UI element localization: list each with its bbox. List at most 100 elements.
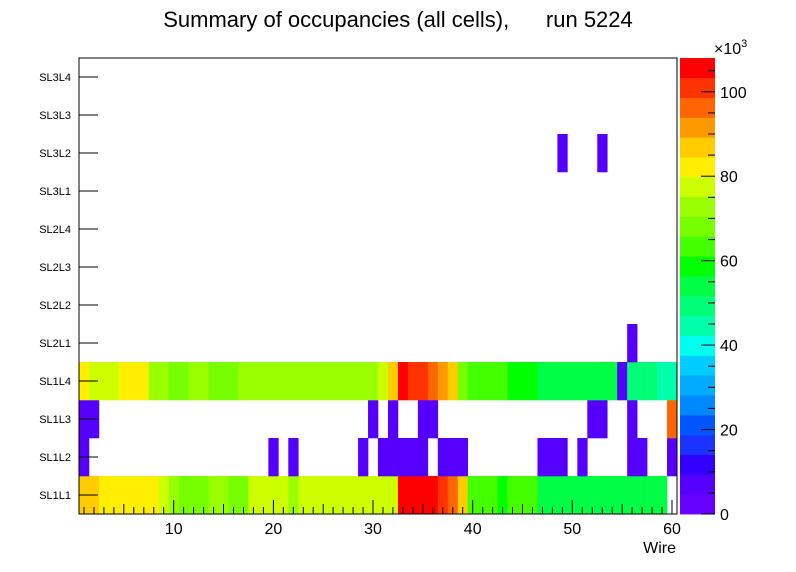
plot-frame [78,57,678,515]
heatmap-cell [417,362,429,401]
heatmap-cell [427,362,439,401]
heatmap-cell [557,476,568,515]
palette-swatch [680,315,715,336]
heatmap-cell [427,476,439,515]
heatmap-cell [308,476,319,515]
palette-swatch [680,77,715,99]
x-axis-label: Wire [643,540,676,557]
heatmap-cell [587,400,598,439]
z-multiplier: ×103 [714,38,747,58]
heatmap-cell [387,476,399,515]
palette-swatch [680,216,715,237]
heatmap-cell [407,476,419,515]
palette-swatch [680,176,715,198]
palette-swatch [680,355,715,376]
z-tick-label: 100 [720,85,747,102]
heatmap-cell [248,476,259,515]
heatmap-cell [587,476,598,515]
heatmap-cell [577,362,588,401]
layer-label: SL3L3 [39,110,71,122]
palette-swatch [680,276,715,297]
heatmap-cell [567,476,578,515]
palette-swatch [680,295,715,317]
x-tick-label: 10 [165,521,183,538]
z-tick-label: 40 [720,338,738,355]
heatmap-cell [607,476,618,515]
heatmap-cell [298,476,309,515]
heatmap-cell [378,362,389,401]
heatmap-cell [358,438,369,477]
heatmap-cell [397,362,409,401]
heatmap-cell [378,476,389,515]
layer-label: SL2L4 [39,224,71,236]
heatmap-cell [497,476,508,515]
heatmap-cell [627,362,638,401]
heatmap-cell [338,476,349,515]
heatmap-cell [447,476,459,515]
heatmap-cell [268,362,279,401]
heatmap-cell [667,438,678,477]
heatmap-cell [597,476,608,515]
heatmap-cell [487,362,498,401]
palette-swatch [680,335,715,356]
heatmap-cell [338,362,349,401]
heatmap-cell [507,362,518,401]
heatmap-cell [278,476,289,515]
heatmap-cells [79,134,678,515]
heatmap-cell [617,362,628,401]
layer-label: SL3L1 [39,186,71,198]
heatmap-cell [348,362,359,401]
heatmap-cell [517,362,528,401]
heatmap-cell [477,476,488,515]
heatmap-cell [288,476,299,515]
heatmap-cell [378,438,389,477]
z-tick-label: 80 [720,169,738,186]
x-tick-label: 30 [364,521,382,538]
heatmap-cell [567,362,578,401]
heatmap-cell [527,476,538,515]
heatmap-cell [437,362,449,401]
heatmap-cell [198,362,209,401]
palette-swatch [680,395,715,416]
palette-swatch [680,236,715,257]
x-axis: 10 20 30 40 50 60 [83,500,681,538]
heatmap-cell [218,476,229,515]
heatmap-cell [148,362,160,401]
heatmap-cell [627,476,638,515]
palette-swatch [680,117,715,138]
heatmap-cell [637,438,648,477]
heatmap-cell [208,362,219,401]
heatmap-cell [188,362,199,401]
heatmap-cell [467,362,478,401]
heatmap-cell [278,362,289,401]
heatmap-cell [108,362,120,401]
heatmap-cell [368,476,379,515]
heatmap-cell [268,438,279,477]
heatmap-cell [288,438,299,477]
layer-label: SL2L2 [39,300,71,312]
palette-swatch [680,157,715,178]
heatmap-cell [318,362,329,401]
layer-label: SL3L4 [39,72,71,84]
x-tick-label: 20 [265,521,283,538]
heatmap-cell [268,476,279,515]
heatmap-cell [198,476,209,515]
heatmap-cell [477,362,488,401]
heatmap-cell [657,476,668,515]
heatmap-cell [557,134,568,173]
heatmap-cell [507,476,518,515]
heatmap-cell [457,438,468,477]
heatmap-cell [298,362,309,401]
heatmap-cell [437,476,449,515]
heatmap-cell [368,400,379,439]
palette-swatch [680,375,715,396]
heatmap-cell [457,476,468,515]
heatmap-cell [647,362,658,401]
heatmap-cell [637,362,648,401]
heatmap-cell [547,362,558,401]
heatmap-cell [138,476,150,515]
heatmap-cell [597,362,608,401]
heatmap-cell [627,400,638,439]
heatmap-cell [487,476,498,515]
heatmap-cell [387,362,399,401]
